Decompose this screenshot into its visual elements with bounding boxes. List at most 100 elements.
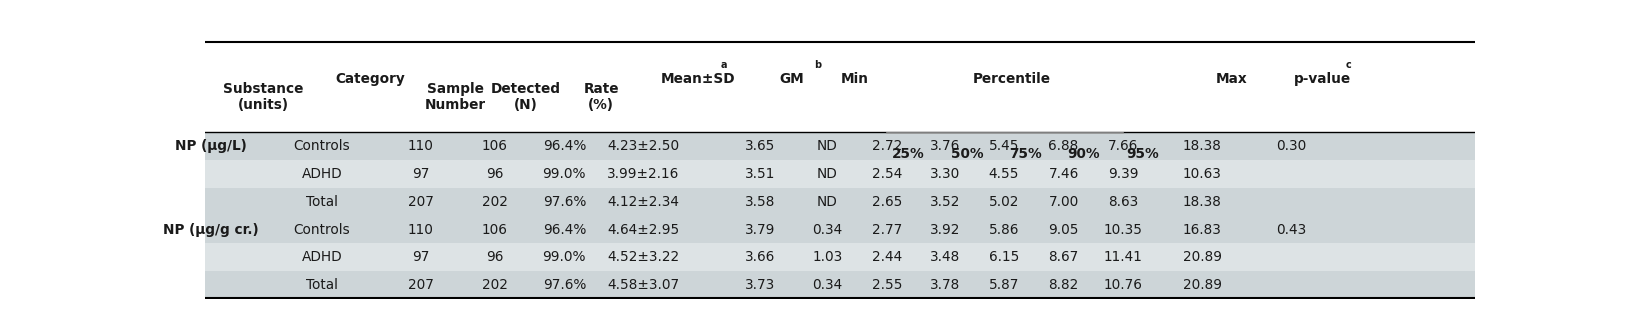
Bar — [205, 243, 1475, 271]
Bar — [205, 160, 1475, 188]
Text: 18.38: 18.38 — [1183, 139, 1221, 153]
Text: GM: GM — [779, 72, 805, 86]
Text: Controls: Controls — [293, 139, 351, 153]
Text: NP (μg/g cr.): NP (μg/g cr.) — [164, 222, 259, 237]
Text: 4.52±3.22: 4.52±3.22 — [606, 250, 679, 264]
Text: p-value: p-value — [1295, 72, 1351, 86]
Text: 207: 207 — [408, 195, 434, 209]
Text: 5.45: 5.45 — [988, 139, 1019, 153]
Text: 0.43: 0.43 — [1275, 222, 1306, 237]
Text: 2.72: 2.72 — [872, 139, 901, 153]
Text: 0.34: 0.34 — [813, 222, 842, 237]
Text: 10.76: 10.76 — [1103, 278, 1142, 292]
Text: 75%: 75% — [1010, 147, 1042, 161]
Text: 5.87: 5.87 — [988, 278, 1019, 292]
Text: ND: ND — [816, 195, 838, 209]
Text: 202: 202 — [482, 278, 508, 292]
Text: Sample
Number: Sample Number — [425, 82, 485, 112]
Text: ADHD: ADHD — [302, 167, 343, 181]
Text: 9.39: 9.39 — [1108, 167, 1139, 181]
Text: 10.63: 10.63 — [1183, 167, 1221, 181]
Text: NP (μg/L): NP (μg/L) — [175, 139, 247, 153]
Text: 96.4%: 96.4% — [543, 222, 587, 237]
Text: ADHD: ADHD — [302, 250, 343, 264]
Text: 95%: 95% — [1126, 147, 1159, 161]
Text: 8.63: 8.63 — [1108, 195, 1139, 209]
Text: 110: 110 — [408, 139, 434, 153]
Bar — [205, 271, 1475, 299]
Text: 106: 106 — [482, 222, 508, 237]
Text: 2.54: 2.54 — [872, 167, 901, 181]
Text: 5.02: 5.02 — [988, 195, 1019, 209]
Text: ND: ND — [816, 139, 838, 153]
Text: 97: 97 — [411, 250, 429, 264]
Bar — [205, 216, 1475, 243]
Text: 2.55: 2.55 — [872, 278, 901, 292]
Text: 96.4%: 96.4% — [543, 139, 587, 153]
Text: Min: Min — [841, 72, 869, 86]
Text: 3.78: 3.78 — [931, 278, 960, 292]
Text: 202: 202 — [482, 195, 508, 209]
Text: 3.48: 3.48 — [931, 250, 960, 264]
Text: Controls: Controls — [293, 222, 351, 237]
Text: 9.05: 9.05 — [1049, 222, 1078, 237]
Text: 3.51: 3.51 — [744, 167, 775, 181]
Text: 3.92: 3.92 — [931, 222, 960, 237]
Text: b: b — [815, 60, 821, 70]
Text: 97.6%: 97.6% — [543, 278, 587, 292]
Text: 3.79: 3.79 — [744, 222, 775, 237]
Text: 3.58: 3.58 — [744, 195, 775, 209]
Text: 18.38: 18.38 — [1183, 195, 1221, 209]
Text: 8.67: 8.67 — [1049, 250, 1078, 264]
Text: 20.89: 20.89 — [1182, 278, 1221, 292]
Text: 6.15: 6.15 — [988, 250, 1019, 264]
Text: 16.83: 16.83 — [1183, 222, 1221, 237]
Text: 4.23±2.50: 4.23±2.50 — [606, 139, 679, 153]
Text: 20.89: 20.89 — [1182, 250, 1221, 264]
Text: 0.30: 0.30 — [1275, 139, 1306, 153]
Text: 3.66: 3.66 — [744, 250, 775, 264]
Text: 4.12±2.34: 4.12±2.34 — [606, 195, 679, 209]
Text: 4.55: 4.55 — [988, 167, 1019, 181]
Text: 97: 97 — [411, 167, 429, 181]
Text: 96: 96 — [485, 167, 503, 181]
Text: 97.6%: 97.6% — [543, 195, 587, 209]
Text: 2.65: 2.65 — [872, 195, 901, 209]
Text: Percentile: Percentile — [972, 72, 1051, 86]
Text: 106: 106 — [482, 139, 508, 153]
Bar — [205, 188, 1475, 216]
Text: c: c — [1346, 60, 1351, 70]
Text: 7.66: 7.66 — [1108, 139, 1139, 153]
Text: 3.30: 3.30 — [931, 167, 960, 181]
Text: 4.58±3.07: 4.58±3.07 — [606, 278, 679, 292]
Text: 5.86: 5.86 — [988, 222, 1019, 237]
Text: 1.03: 1.03 — [813, 250, 842, 264]
Text: 3.52: 3.52 — [931, 195, 960, 209]
Text: 8.82: 8.82 — [1049, 278, 1078, 292]
Text: Rate
(%): Rate (%) — [583, 82, 620, 112]
Text: 11.41: 11.41 — [1103, 250, 1142, 264]
Text: 4.64±2.95: 4.64±2.95 — [606, 222, 679, 237]
Text: 7.46: 7.46 — [1049, 167, 1078, 181]
Text: 25%: 25% — [892, 147, 924, 161]
Text: Total: Total — [306, 278, 338, 292]
Text: 90%: 90% — [1067, 147, 1100, 161]
Text: 99.0%: 99.0% — [543, 167, 587, 181]
Text: Substance
(units): Substance (units) — [223, 82, 303, 112]
Text: 50%: 50% — [951, 147, 983, 161]
Text: 207: 207 — [408, 278, 434, 292]
Text: Total: Total — [306, 195, 338, 209]
Text: Category: Category — [334, 72, 405, 86]
Text: 6.88: 6.88 — [1049, 139, 1078, 153]
Text: 110: 110 — [408, 222, 434, 237]
Text: 7.00: 7.00 — [1049, 195, 1078, 209]
Text: ND: ND — [816, 167, 838, 181]
Text: 3.73: 3.73 — [744, 278, 775, 292]
Text: Mean±SD: Mean±SD — [661, 72, 734, 86]
Text: 0.34: 0.34 — [813, 278, 842, 292]
Text: 3.99±2.16: 3.99±2.16 — [606, 167, 679, 181]
Text: 10.35: 10.35 — [1103, 222, 1142, 237]
Text: 96: 96 — [485, 250, 503, 264]
Text: Max: Max — [1216, 72, 1247, 86]
Text: 99.0%: 99.0% — [543, 250, 587, 264]
